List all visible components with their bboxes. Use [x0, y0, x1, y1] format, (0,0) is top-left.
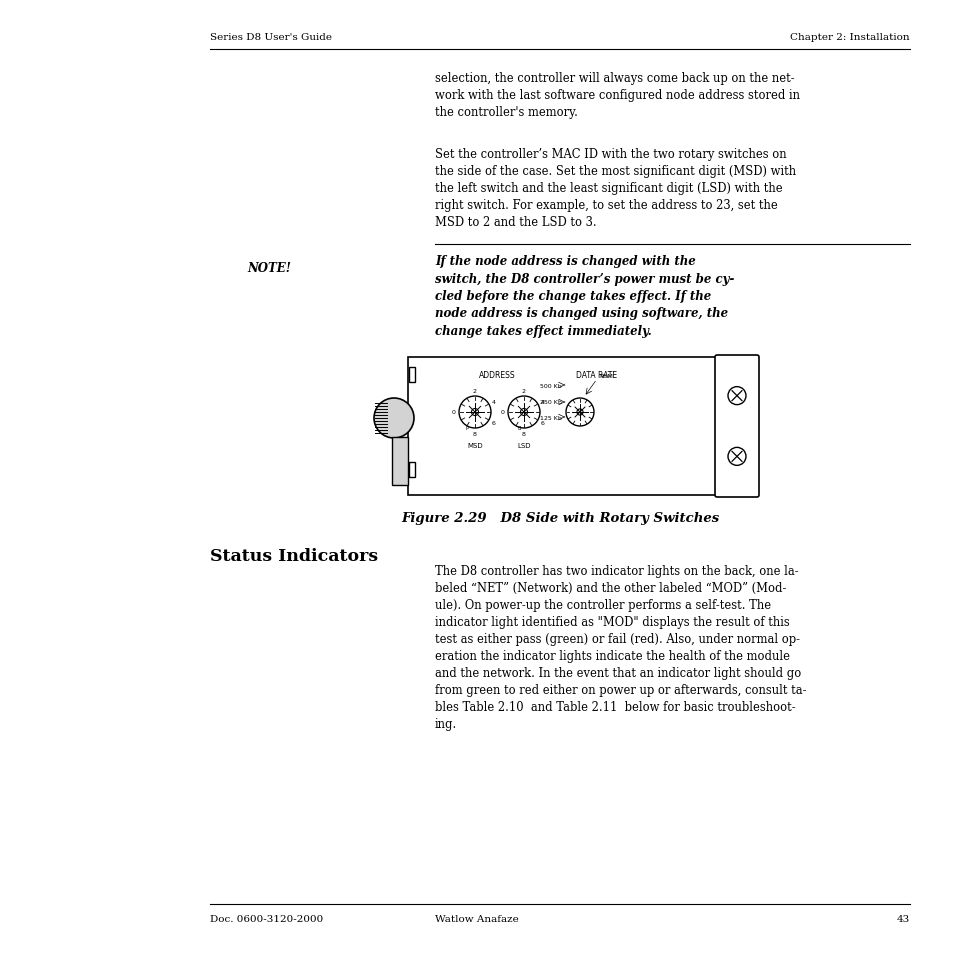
Text: 6: 6 — [491, 421, 496, 426]
Text: 43: 43 — [896, 915, 909, 923]
Circle shape — [374, 398, 414, 438]
Text: Status Indicators: Status Indicators — [210, 547, 377, 564]
Text: 250 Kb: 250 Kb — [539, 400, 561, 405]
Circle shape — [507, 396, 539, 429]
Text: Figure 2.29   D8 Side with Rotary Switches: Figure 2.29 D8 Side with Rotary Switches — [400, 512, 719, 524]
Text: 4: 4 — [491, 399, 496, 404]
Text: 0: 0 — [451, 410, 455, 416]
Text: DATA RATE: DATA RATE — [576, 371, 617, 379]
Text: 125 Kb: 125 Kb — [539, 416, 561, 420]
Text: 8: 8 — [521, 432, 525, 436]
Text: 500 Kb: 500 Kb — [539, 383, 561, 388]
Circle shape — [458, 396, 491, 429]
Text: 4: 4 — [540, 399, 544, 404]
Text: Series D8 User's Guide: Series D8 User's Guide — [210, 33, 332, 43]
Text: selection, the controller will always come back up on the net-
work with the las: selection, the controller will always co… — [435, 71, 800, 119]
Text: Chapter 2: Installation: Chapter 2: Installation — [789, 33, 909, 43]
Text: 2: 2 — [473, 389, 476, 394]
Text: NOTE!: NOTE! — [247, 262, 291, 274]
Text: ADDRESS: ADDRESS — [478, 371, 515, 379]
Text: MSD: MSD — [467, 442, 482, 449]
FancyBboxPatch shape — [714, 355, 759, 497]
Circle shape — [471, 409, 478, 416]
Circle shape — [565, 398, 594, 427]
Circle shape — [727, 448, 745, 466]
Text: If the node address is changed with the
switch, the D8 controller’s power must b: If the node address is changed with the … — [435, 254, 734, 337]
Text: 2: 2 — [521, 389, 525, 394]
Circle shape — [520, 409, 527, 416]
Text: 8: 8 — [473, 432, 476, 436]
Text: LSD: LSD — [517, 442, 530, 449]
Bar — [392, 437, 408, 485]
Bar — [409, 368, 415, 382]
Text: The D8 controller has two indicator lights on the back, one la-
beled “NET” (Net: The D8 controller has two indicator ligh… — [435, 564, 805, 730]
Circle shape — [727, 387, 745, 405]
Text: Watlow Anafaze: Watlow Anafaze — [435, 915, 518, 923]
Bar — [408, 357, 717, 496]
Text: 6: 6 — [540, 421, 544, 426]
Text: 0: 0 — [500, 410, 504, 416]
Bar — [409, 462, 415, 477]
Text: PGM: PGM — [598, 374, 612, 378]
Text: P: P — [465, 426, 468, 431]
Text: 8: 8 — [517, 426, 520, 431]
Text: Set the controller’s MAC ID with the two rotary switches on
the side of the case: Set the controller’s MAC ID with the two… — [435, 148, 796, 229]
Circle shape — [577, 410, 582, 416]
Text: Doc. 0600-3120-2000: Doc. 0600-3120-2000 — [210, 915, 323, 923]
